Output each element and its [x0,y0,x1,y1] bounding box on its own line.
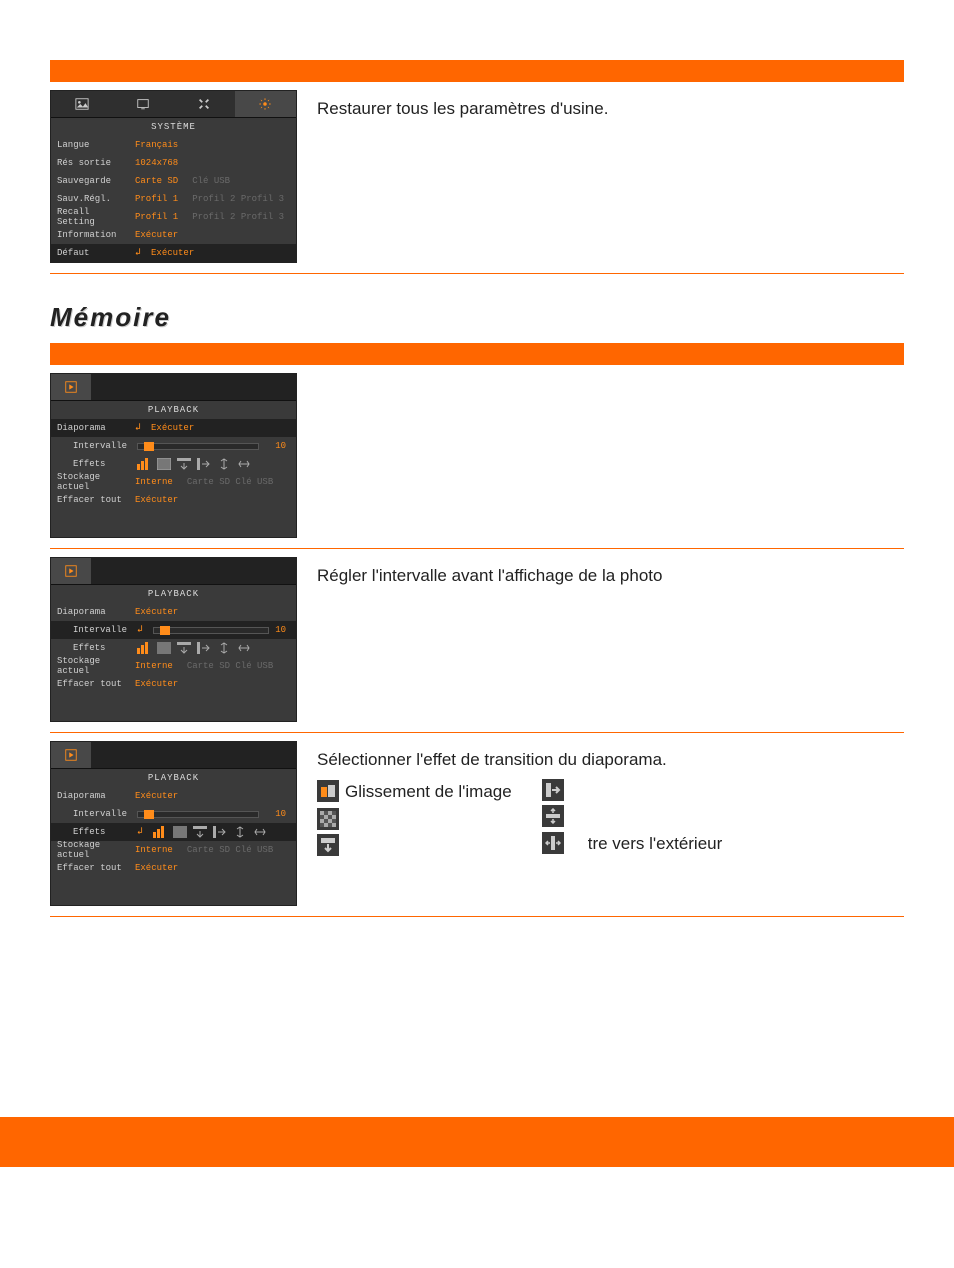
pb1-diaporama: Diaporama↲Exécuter [51,419,296,437]
tab-tools-icon [174,91,235,117]
effects-icons-row [137,642,251,654]
enter-icon: ↲ [137,624,143,636]
pb1-intervalle: Intervalle10 [51,437,296,455]
effect-down-icon [317,834,339,856]
pb2-effacer: Effacer toutExécuter [51,675,296,693]
playback-title-2: PLAYBACK [51,585,296,603]
playback-title-3: PLAYBACK [51,769,296,787]
menu-title: SYSTÈME [51,118,296,136]
pb1-effets: Effets [51,455,296,473]
effect-hsplit-icon [542,832,564,854]
effect-right-icon [542,779,564,801]
pb3-stockage: Stockage actuelInterneCarte SD Clé USB [51,841,296,859]
playback-title-1: PLAYBACK [51,401,296,419]
effect-checker-icon [317,808,339,830]
menu-row-info: InformationExécuter [51,226,296,244]
enter-icon: ↲ [137,826,143,838]
menu-row-recall: Recall SettingProfil 1Profil 2 Profil 3 [51,208,296,226]
playback-menu-1: PLAYBACK Diaporama↲Exécuter Intervalle10… [50,373,297,538]
pb3-intervalle: Intervalle10 [51,805,296,823]
tab-playback-icon [51,558,91,584]
desc-pb1 [317,373,904,379]
tab-display-icon [112,91,173,117]
menu-row-res: Rés sortie1024x768 [51,154,296,172]
effects-icons-row [137,458,251,470]
pb2-effets: Effets [51,639,296,657]
slider-track [137,811,259,818]
pb2-diaporama: DiaporamaExécuter [51,603,296,621]
pb1-stockage: Stockage actuelInterneCarte SD Clé USB [51,473,296,491]
tab-settings-icon [235,91,296,117]
desc-pb3-text: Sélectionner l'effet de transition du di… [317,747,904,773]
pb3-diaporama: DiaporamaExécuter [51,787,296,805]
enter-icon: ↲ [135,247,141,259]
page-footer-bar [0,1117,954,1167]
desc-pb3: Sélectionner l'effet de transition du di… [317,741,904,856]
tab-playback-icon [51,742,91,768]
pb3-effacer: Effacer toutExécuter [51,859,296,877]
effects-icons-row [153,826,267,838]
playback-menu-3: PLAYBACK DiaporamaExécuter Intervalle10 … [50,741,297,906]
heading-memoire: Mémoire [50,302,954,333]
slider-track [137,443,259,450]
effect-slide-icon [317,780,339,802]
menu-row-sauvregl: Sauv.Régl.Profil 1Profil 2 Profil 3 [51,190,296,208]
enter-icon: ↲ [135,422,141,434]
desc-defaut: Restaurer tous les paramètres d'usine. [317,90,904,122]
effect-vsplit-icon [542,805,564,827]
pb3-effets: Effets↲ [51,823,296,841]
system-menu-screenshot: SYSTÈME LangueFrançais Rés sortie1024x76… [50,90,297,263]
section-header-bar-memoire [50,343,904,365]
pb2-intervalle: Intervalle↲10 [51,621,296,639]
effect-slide-label: Glissement de l'image [345,779,512,805]
tab-playback-icon [51,374,91,400]
desc-pb2: Régler l'intervalle avant l'affichage de… [317,557,904,589]
menu-row-defaut: Défaut↲Exécuter [51,244,296,262]
menu-row-sauvegarde: SauvegardeCarte SDClé USB [51,172,296,190]
menu-row-langue: LangueFrançais [51,136,296,154]
playback-menu-2: PLAYBACK DiaporamaExécuter Intervalle↲10… [50,557,297,722]
effect-out-label: tre vers l'extérieur [588,831,723,857]
slider-track [153,627,269,634]
tab-image-icon [51,91,112,117]
section-header-bar [50,60,904,82]
pb1-effacer: Effacer toutExécuter [51,491,296,509]
pb2-stockage: Stockage actuelInterneCarte SD Clé USB [51,657,296,675]
